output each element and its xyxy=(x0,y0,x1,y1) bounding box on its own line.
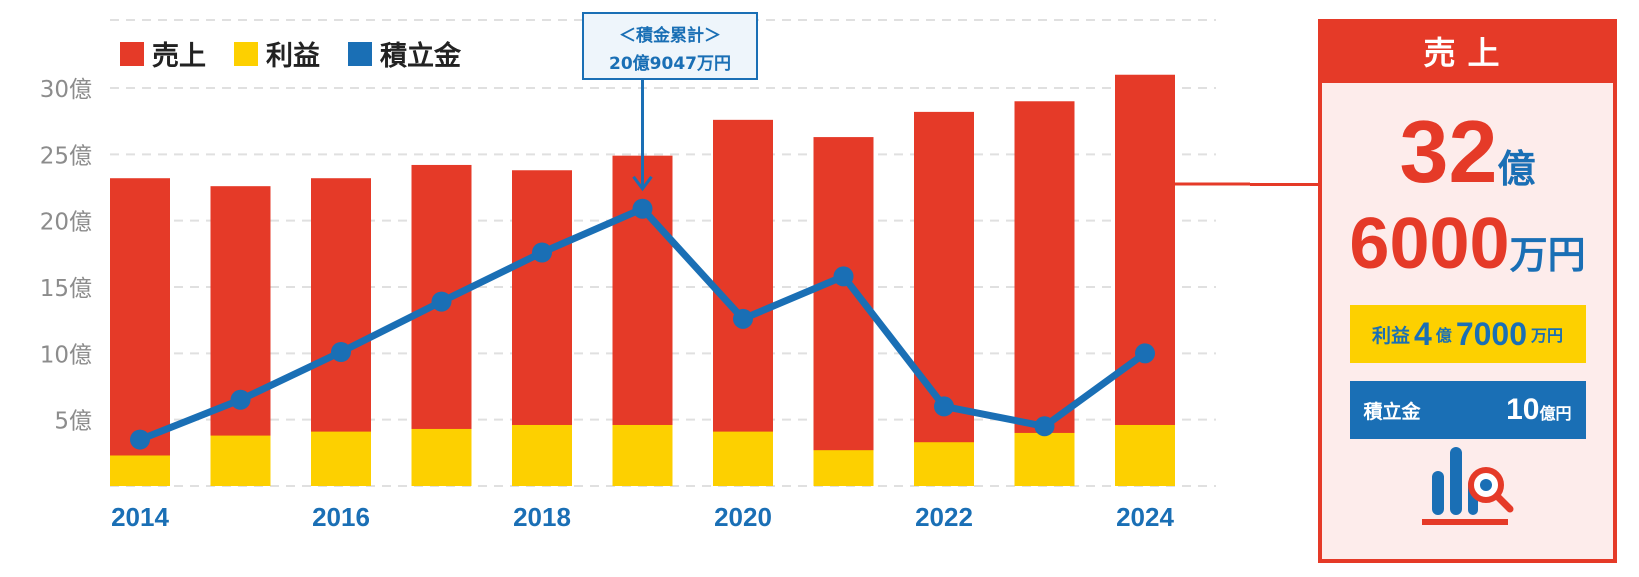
sales-bar xyxy=(813,137,874,486)
callout-arrow-head xyxy=(632,175,653,192)
legend-label-profit: 利益 xyxy=(266,41,320,72)
fund-point xyxy=(934,396,954,417)
fund-label: 積立金 xyxy=(1363,400,1421,423)
profit-bar xyxy=(210,435,271,486)
summary-panel: 売上 32億 6000万円 利益 4 億 7000 万円 積立金 10億円 xyxy=(1318,19,1617,563)
profit-oku-number: 4 xyxy=(1414,315,1432,352)
x-tick-label: 2020 xyxy=(714,502,772,532)
profit-bar xyxy=(813,450,874,486)
x-tick-label: 2022 xyxy=(915,502,973,532)
profit-man-unit: 万円 xyxy=(1531,326,1564,345)
callout-value: 20億9047万円 xyxy=(609,54,731,74)
fund-point xyxy=(733,308,753,329)
profit-bar xyxy=(914,442,974,486)
profit-bar xyxy=(411,428,472,486)
panel-connector-stub xyxy=(1250,183,1318,186)
sales-man-number: 6000 xyxy=(1349,204,1510,284)
legend-swatch-sales xyxy=(120,41,144,66)
sales-chart: 5億 10億 15億 20億 25億 30億 2014 2016 2018 2020 2022 202… xyxy=(40,19,1250,532)
sales-oku-number: 32 xyxy=(1399,102,1498,201)
profit-bar xyxy=(311,431,371,486)
cumulative-callout: ＜積金累計＞ 20億9047万円 xyxy=(582,12,758,80)
fund-point xyxy=(632,198,653,219)
profit-bar xyxy=(512,424,572,486)
x-tick-label: 2014 xyxy=(111,502,169,532)
callout-title: ＜積金累計＞ xyxy=(619,26,721,46)
fund-point xyxy=(1034,416,1055,437)
y-tick-label: 20億 xyxy=(40,210,92,236)
profit-bar xyxy=(612,424,673,486)
chart-magnifier-icon xyxy=(1422,447,1514,525)
fund-point xyxy=(331,342,351,363)
sales-oku-unit: 億 xyxy=(1497,147,1536,191)
sales-bar xyxy=(1115,74,1175,486)
fund-amount: 10億円 xyxy=(1506,393,1571,427)
x-tick-label: 2024 xyxy=(1116,502,1174,532)
fund-point xyxy=(532,242,552,263)
sales-bar xyxy=(713,119,773,486)
profit-box: 利益 4 億 7000 万円 xyxy=(1349,305,1586,363)
profit-oku-unit: 億 xyxy=(1435,326,1452,345)
y-tick-label: 10億 xyxy=(40,342,92,368)
profit-bar xyxy=(713,431,773,486)
legend-item-fund: 積立金 xyxy=(348,34,461,73)
profit-label: 利益 xyxy=(1371,324,1410,347)
profit-bar xyxy=(110,455,170,486)
fund-number: 10 xyxy=(1506,393,1540,426)
legend-label-sales: 売上 xyxy=(152,41,206,72)
fund-point xyxy=(833,266,854,287)
fund-point xyxy=(130,429,150,450)
legend-item-profit: 利益 xyxy=(234,34,320,73)
y-tick-label: 15億 xyxy=(40,276,92,302)
sales-man-unit: 万円 xyxy=(1509,233,1586,277)
legend-label-fund: 積立金 xyxy=(380,41,461,72)
y-tick-label: 25億 xyxy=(40,143,92,169)
sales-amount-line1: 32億 xyxy=(1322,101,1613,203)
x-tick-label: 2016 xyxy=(312,502,370,532)
sales-bar xyxy=(914,111,974,486)
profit-bar xyxy=(1115,424,1175,486)
panel-header: 売上 xyxy=(1322,23,1613,83)
fund-box: 積立金 10億円 xyxy=(1349,381,1586,439)
y-tick-label: 30億 xyxy=(40,77,92,103)
x-tick-label: 2018 xyxy=(513,502,571,532)
fund-unit: 億円 xyxy=(1539,404,1572,423)
chart-legend: 売上 利益 積立金 xyxy=(120,34,461,73)
sales-amount-line2: 6000万円 xyxy=(1322,203,1613,285)
fund-point xyxy=(1135,343,1155,364)
fund-point xyxy=(230,389,251,410)
fund-point xyxy=(431,291,452,312)
legend-swatch-profit xyxy=(234,41,258,66)
profit-bar xyxy=(1014,432,1075,486)
y-tick-label: 5億 xyxy=(54,409,92,435)
legend-item-sales: 売上 xyxy=(120,34,206,73)
profit-man-number: 7000 xyxy=(1455,315,1527,352)
legend-swatch-fund xyxy=(348,41,372,66)
